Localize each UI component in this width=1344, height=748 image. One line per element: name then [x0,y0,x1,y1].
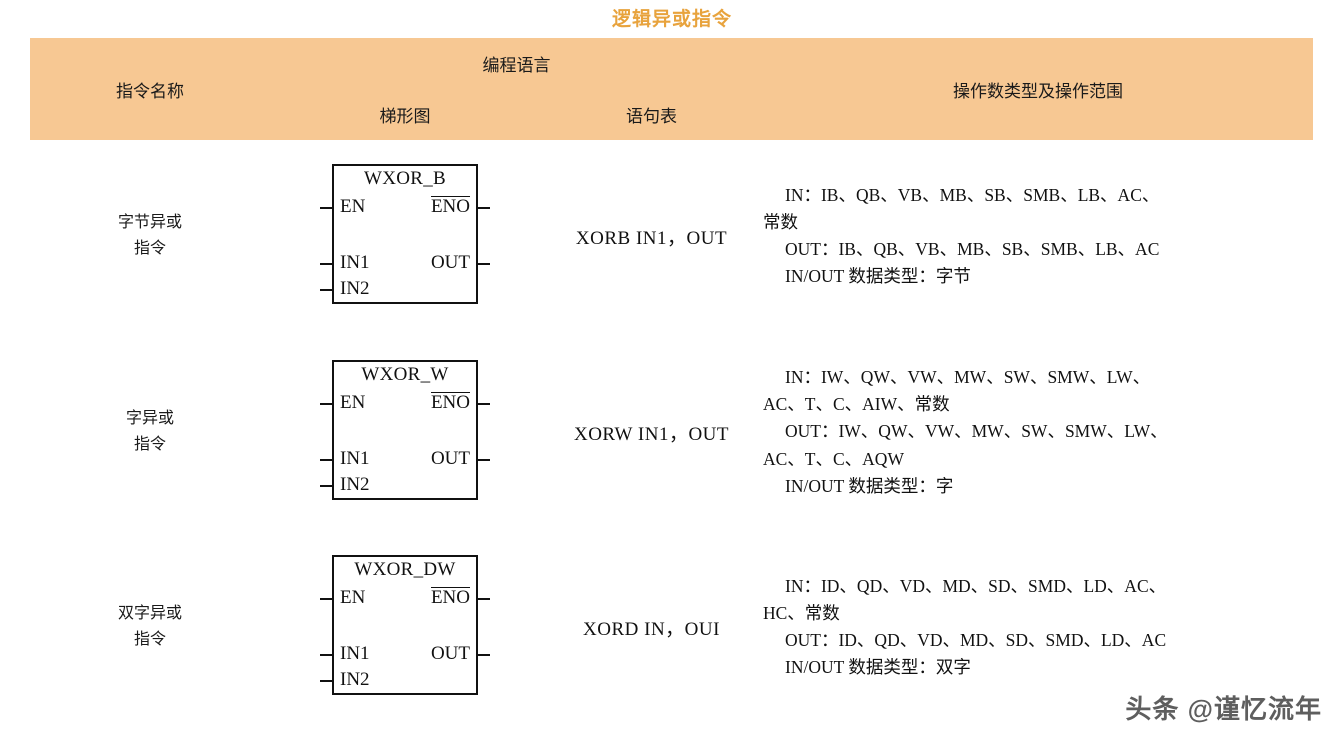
operand-in-line: IN：ID、QD、VD、MD、SD、SMD、LD、AC、 [785,575,1167,596]
ladder-pin-wire-eno [478,402,490,405]
ladder-pin-label-in1: IN1 [340,447,370,469]
ladder-diagram-cell: WXOR_W EN ENO IN1 IN2 OUT [270,332,540,532]
ladder-block: WXOR_W EN ENO IN1 IN2 OUT [320,359,490,500]
header-operand-type-range: 操作数类型及操作范围 [763,38,1313,140]
ladder-pin-wire-eno [478,597,490,600]
ladder-block: WXOR_B EN ENO IN1 IN2 OUT [320,163,490,304]
ladder-pin-wire-eno [478,206,490,209]
operand-datatype-line: IN/OUT 数据类型：字 [785,475,954,496]
header-statement-list: 语句表 [540,88,763,140]
operand-in-line: IN：IW、QW、VW、MW、SW、SMW、LW、 [785,367,1151,388]
operand-cell: IN：ID、QD、VD、MD、SD、SMD、LD、AC、 HC、常数 OUT：I… [763,532,1313,722]
ladder-block-name: WXOR_B [363,167,447,189]
header-programming-language: 编程语言 [270,38,763,88]
ladder-pin-label-eno: ENO [430,586,470,608]
ladder-diagram-cell: WXOR_DW EN ENO IN1 IN2 OUT [270,532,540,722]
ladder-pin-label-eno: ENO [430,391,470,413]
ladder-pin-wire-in1 [320,262,332,265]
operand-out-line: OUT：ID、QD、VD、MD、SD、SMD、LD、AC [785,630,1167,650]
instruction-name-line2: 指令 [133,631,166,648]
operand-datatype-line: IN/OUT 数据类型：字节 [785,266,971,287]
page-title: 逻辑异或指令 [611,9,732,30]
instruction-name-cell: 字异或 指令 [30,332,270,532]
ladder-block-name: WXOR_DW [354,558,456,580]
ladder-block: WXOR_DW EN ENO IN1 IN2 OUT [320,554,490,695]
ladder-pin-wire-in2 [320,288,332,291]
table-header-row-2: 梯形图 语句表 [30,88,1313,140]
operand-out-continuation: AC、T、C、AQW [763,448,904,469]
table-header-row-1: 指令名称 编程语言 操作数类型及操作范围 [30,38,1313,140]
table-row: 字节异或 指令 WXOR_B EN ENO IN1 IN2 OUT [30,140,1313,332]
statement-list-cell: XORW IN1，OUT [573,423,729,445]
operand-in-line: IN：IB、QB、VB、MB、SB、SMB、LB、AC、 [785,184,1160,205]
instruction-name-line1: 字节异或 [117,214,182,232]
ladder-pin-wire-out [478,653,490,656]
ladder-pin-label-in1: IN1 [340,251,370,273]
instruction-name-line1: 双字异或 [117,605,182,623]
statement-list-cell: XORB IN1，OUT [575,227,728,249]
ladder-block-name: WXOR_W [361,363,449,385]
ladder-pin-label-en: EN [340,391,366,413]
ladder-pin-label-in2: IN2 [340,473,370,495]
table-row: 双字异或 指令 WXOR_DW EN ENO IN1 IN2 OUT [30,532,1313,722]
instruction-name-line2: 指令 [133,436,166,453]
ladder-pin-wire-en [320,206,332,209]
operand-in-continuation: AC、T、C、AIW、常数 [763,394,950,415]
operand-in-continuation: 常数 [763,211,798,232]
instruction-name-line2: 指令 [133,240,166,257]
header-instruction-name: 指令名称 [30,38,270,140]
operand-datatype-line: IN/OUT 数据类型：双字 [785,657,971,678]
operand-in-continuation: HC、常数 [763,602,840,623]
ladder-pin-label-eno: ENO [430,195,470,217]
ladder-pin-wire-out [478,262,490,265]
instruction-name-cell: 字节异或 指令 [30,140,270,332]
ladder-pin-wire-out [478,458,490,461]
operand-cell: IN：IW、QW、VW、MW、SW、SMW、LW、 AC、T、C、AIW、常数 … [763,332,1313,532]
ladder-pin-wire-en [320,597,332,600]
statement-list-cell: XORD IN，OUI [583,618,720,640]
operand-out-line: OUT：IB、QB、VB、MB、SB、SMB、LB、AC [785,239,1160,259]
ladder-pin-wire-in1 [320,458,332,461]
ladder-pin-wire-in2 [320,484,332,487]
instruction-table: 指令名称 编程语言 操作数类型及操作范围 梯形图 语句表 字节异或 指令 WXO… [30,38,1313,722]
ladder-pin-wire-en [320,402,332,405]
table-row: 字异或 指令 WXOR_W EN ENO IN1 IN2 OUT [30,332,1313,532]
ladder-pin-wire-in1 [320,653,332,656]
ladder-pin-label-en: EN [340,586,366,608]
ladder-pin-label-out: OUT [430,642,470,664]
header-ladder-diagram: 梯形图 [270,88,540,140]
ladder-pin-label-en: EN [340,195,366,217]
ladder-diagram-cell: WXOR_B EN ENO IN1 IN2 OUT [270,140,540,332]
ladder-pin-wire-in2 [320,679,332,682]
ladder-pin-label-in2: IN2 [340,277,370,299]
ladder-pin-label-out: OUT [430,447,470,469]
watermark: 头条 @谨忆流年 [1125,694,1322,724]
ladder-pin-label-in2: IN2 [340,668,370,690]
ladder-pin-label-out: OUT [430,251,470,273]
operand-cell: IN：IB、QB、VB、MB、SB、SMB、LB、AC、 常数 OUT：IB、Q… [763,140,1313,332]
ladder-pin-label-in1: IN1 [340,642,370,664]
instruction-name-cell: 双字异或 指令 [30,532,270,722]
operand-out-line: OUT：IW、QW、VW、MW、SW、SMW、LW、 [785,421,1168,442]
instruction-name-line1: 字异或 [125,410,174,428]
